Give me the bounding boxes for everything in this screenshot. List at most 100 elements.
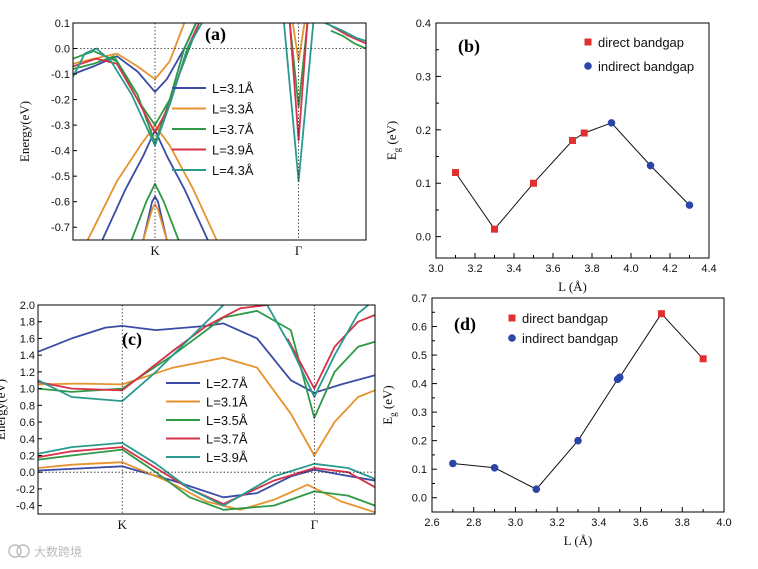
y-tick-label: 0.6 — [412, 322, 427, 334]
y-tick-label: 0.7 — [412, 293, 427, 305]
x-tick-label: 3.0 — [508, 517, 523, 529]
legend-label: L=2.7Å — [206, 376, 248, 391]
x-tick-label: 3.8 — [675, 517, 690, 529]
band-series-L=3.3Å — [73, 23, 306, 240]
x-tick-label: 3.0 — [428, 263, 443, 275]
y-axis-label: Eg (eV) — [380, 385, 398, 425]
indirect-bandgap-point — [685, 201, 694, 209]
y-tick-label: -0.7 — [51, 222, 70, 234]
y-tick-label: 0.1 — [412, 464, 427, 476]
band-line — [101, 129, 209, 240]
panel-b-bandgap-vs-l: 3.0 3.2 3.4 3.6 3.8 4.0 4.2 4.4 0.0 0.1 0.2 0.3 0.4 L… — [384, 18, 717, 294]
y-tick-label: -0.4 — [51, 146, 70, 158]
y-axis-label: Energy(eV) — [0, 379, 8, 440]
legend-circle-marker — [508, 334, 516, 342]
y-tick-label: -0.4 — [16, 501, 35, 513]
panel-a-band-structure: K Γ -0.7 -0.6 -0.5 -0.4 -0.3 -0.2 -0.1 0.0 0.1 Ener… — [17, 18, 367, 258]
y-tick-label: -0.3 — [51, 120, 70, 132]
band-line — [291, 23, 306, 63]
y-tick-label: 0.5 — [412, 350, 427, 362]
y-tick-label: 0.2 — [20, 450, 35, 462]
band-line — [266, 305, 369, 398]
k-point-label: K — [118, 517, 128, 532]
y-tick-label: 0.6 — [20, 417, 35, 429]
panel-d-bandgap-vs-l: 2.6 2.8 3.0 3.2 3.4 3.6 3.8 4.0 0.0 0.1 0.2 0.3 0.4 0… — [380, 293, 732, 548]
direct-bandgap-point — [699, 355, 707, 363]
legend-label: direct bandgap — [598, 35, 684, 50]
band-line — [286, 314, 375, 390]
k-point-label: Γ — [295, 243, 303, 258]
y-tick-label: 0.4 — [412, 379, 427, 391]
band-line — [130, 182, 180, 240]
watermark: 大数跨境 — [8, 544, 82, 559]
y-tick-label: 0.0 — [20, 467, 35, 479]
k-point-label: Γ — [311, 517, 319, 532]
x-tick-label: 3.6 — [633, 517, 648, 529]
legend-label: L=3.7Å — [206, 432, 248, 447]
y-axis-label-unit: (eV) — [384, 121, 399, 148]
y-axis-label-main: E — [380, 417, 395, 425]
y-tick-label: -0.6 — [51, 197, 70, 209]
x-tick-label: 2.8 — [466, 517, 481, 529]
y-tick-label: 0.0 — [412, 493, 427, 505]
y-tick-label: 0.1 — [416, 178, 431, 190]
band-line — [38, 305, 225, 403]
k-point-label: K — [150, 243, 160, 258]
legend-label: direct bandgap — [522, 311, 608, 326]
band-line — [73, 23, 197, 144]
indirect-bandgap-point — [615, 373, 624, 382]
y-tick-label: -0.1 — [51, 69, 70, 81]
band-line — [73, 23, 203, 147]
y-tick-label: 0.2 — [412, 436, 427, 448]
y-tick-label: 1.2 — [20, 367, 35, 379]
panel-c-band-structure: K Γ -0.4 -0.2 0.0 0.2 0.4 0.6 0.8 1.0 1.2 1.4 1.6 1.8… — [0, 300, 376, 532]
band-line — [38, 448, 375, 511]
band-line — [38, 305, 268, 392]
x-tick-label: 4.0 — [623, 263, 638, 275]
y-tick-label: -0.5 — [51, 171, 70, 183]
y-tick-label: 0.8 — [20, 400, 35, 412]
legend-label: L=3.7Å — [212, 122, 254, 137]
panel-label: (d) — [454, 314, 476, 335]
band-line — [142, 195, 168, 240]
y-tick-label: 1.6 — [20, 333, 35, 345]
direct-bandgap-point — [580, 129, 588, 137]
x-tick-label: 4.0 — [716, 517, 731, 529]
direct-bandgap-point — [530, 179, 537, 187]
legend-label: L=3.9Å — [206, 450, 248, 465]
y-tick-label: 0.2 — [416, 125, 431, 137]
direct-bandgap-point — [491, 225, 498, 233]
legend-label: L=4.3Å — [212, 163, 254, 178]
band-line — [142, 203, 168, 240]
legend-label: indirect bandgap — [598, 59, 694, 74]
x-tick-label: 3.4 — [506, 263, 521, 275]
legend: direct bandgap indirect bandgap — [584, 35, 694, 74]
legend-label: L=3.5Å — [206, 413, 248, 428]
band-line — [330, 29, 366, 50]
indirect-bandgap-point — [646, 161, 655, 170]
legend: L=3.1Å L=3.3Å L=3.7Å L=3.9Å L=4.3Å — [172, 81, 254, 178]
y-tick-label: 2.0 — [20, 300, 35, 312]
x-tick-label: 3.2 — [549, 517, 564, 529]
y-tick-label: 1.8 — [20, 317, 35, 329]
legend-label: indirect bandgap — [522, 331, 618, 346]
indirect-bandgap-point — [574, 436, 582, 445]
band-line — [288, 23, 309, 142]
band-line — [73, 23, 186, 81]
y-axis-label-unit: (eV) — [380, 385, 395, 412]
watermark-text: 大数跨境 — [34, 544, 82, 559]
legend: L=2.7Å L=3.1Å L=3.5Å L=3.7Å L=3.9Å — [166, 376, 248, 465]
direct-bandgap-point — [569, 137, 576, 144]
legend-label: L=3.3Å — [212, 102, 254, 117]
x-tick-label: 4.4 — [701, 263, 716, 275]
x-tick-label: 4.2 — [662, 263, 677, 275]
y-axis-label-sub: g — [392, 147, 402, 152]
x-axis-label: L (Å) — [558, 279, 587, 294]
legend: direct bandgap indirect bandgap — [508, 311, 618, 346]
band-line — [38, 441, 375, 507]
band-series-L=3.5Å — [38, 309, 375, 511]
direct-bandgap-point — [452, 169, 459, 177]
band-series-L=3.1Å — [73, 23, 209, 240]
indirect-bandgap-point — [607, 119, 616, 127]
y-tick-label: 0.1 — [55, 18, 70, 30]
